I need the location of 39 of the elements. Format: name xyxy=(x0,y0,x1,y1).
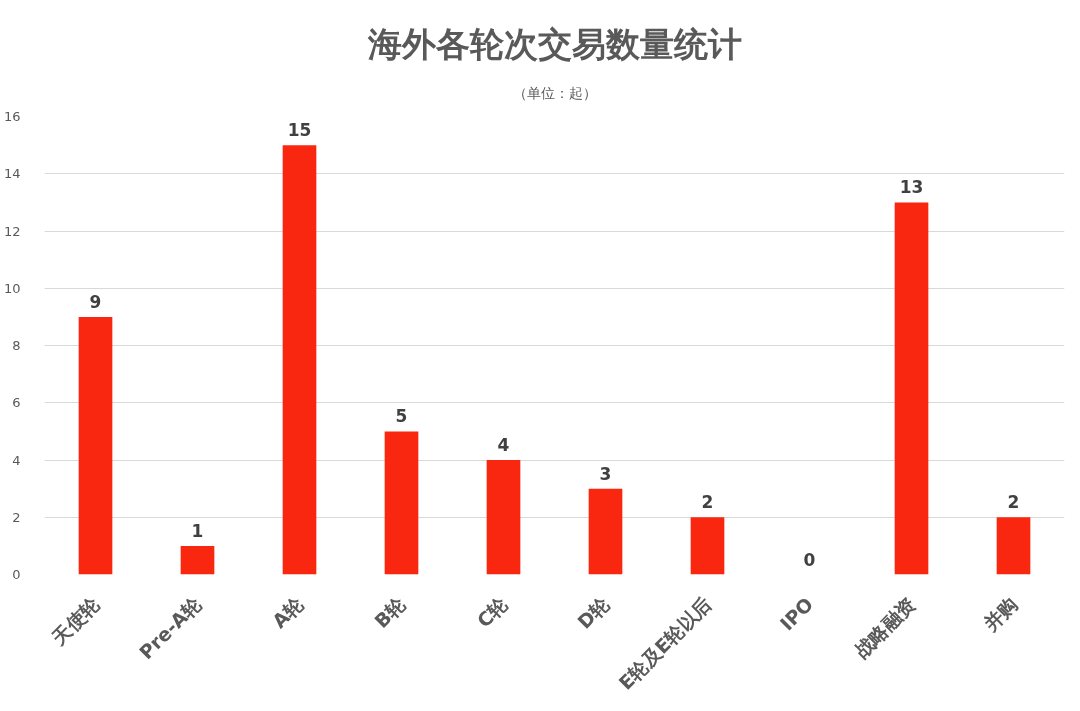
bar xyxy=(486,460,521,575)
x-tick-label: C轮 xyxy=(472,592,512,632)
data-label: 15 xyxy=(287,120,312,141)
y-tick-label: 2 xyxy=(12,509,21,525)
x-tick-label: A轮 xyxy=(267,592,308,633)
x-tick-label: IPO xyxy=(775,592,818,635)
y-tick-label: 4 xyxy=(12,452,21,468)
bar xyxy=(384,431,419,575)
data-label: 2 xyxy=(1007,492,1020,513)
data-label: 2 xyxy=(701,492,714,513)
bar xyxy=(690,517,725,575)
x-tick-label: D轮 xyxy=(573,592,614,633)
y-tick-label: 14 xyxy=(3,166,21,182)
bar xyxy=(180,545,215,575)
x-tick-label: 天使轮 xyxy=(46,592,104,650)
bar xyxy=(78,316,113,575)
data-label: 9 xyxy=(89,291,102,312)
y-tick-label: 10 xyxy=(3,280,21,296)
x-tick-label: 并购 xyxy=(978,592,1022,636)
data-label: 13 xyxy=(899,177,924,198)
y-tick-label: 12 xyxy=(3,223,21,239)
bar xyxy=(282,145,317,575)
y-tick-label: 8 xyxy=(12,338,21,353)
y-tick-label: 16 xyxy=(3,109,21,124)
data-label: 1 xyxy=(191,520,204,541)
x-tick-label: 战略融资 xyxy=(849,592,920,663)
data-label: 4 xyxy=(497,435,510,455)
chart-title: 海外各轮次交易数量统计 xyxy=(366,23,742,64)
y-tick-label: 0 xyxy=(12,567,21,582)
data-label: 3 xyxy=(599,463,612,484)
data-label: 0 xyxy=(803,549,816,570)
y-tick-label: 6 xyxy=(12,395,21,411)
bar xyxy=(894,202,929,575)
bar xyxy=(588,488,623,575)
x-tick-label: B轮 xyxy=(370,592,410,632)
bar xyxy=(996,517,1031,575)
chart-subtitle: （单位：起） xyxy=(512,85,597,101)
data-label: 5 xyxy=(395,406,408,427)
x-tick-label: E轮及E轮以后 xyxy=(614,592,716,694)
